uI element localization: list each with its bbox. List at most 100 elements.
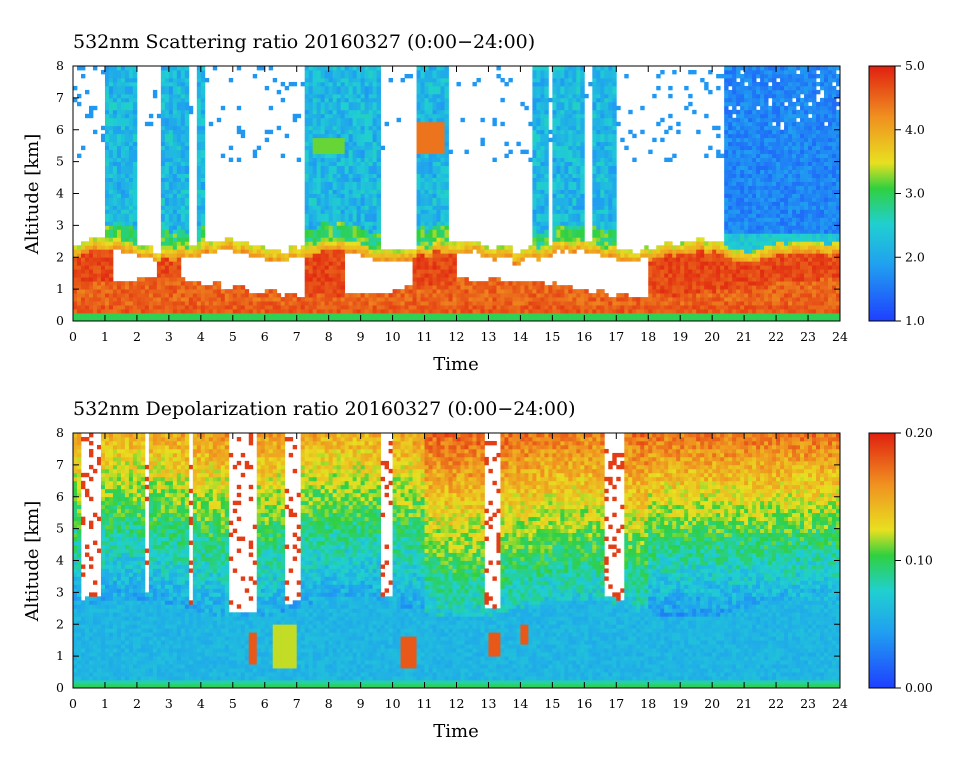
heatmap-cell	[612, 233, 617, 238]
heatmap-cell	[604, 229, 609, 234]
heatmap-cell	[576, 189, 581, 194]
heatmap-cell	[176, 133, 182, 139]
heatmap-cell	[348, 89, 354, 95]
heatmap-cell	[360, 245, 366, 250]
heatmap-cell	[668, 313, 673, 318]
heatmap-cell	[420, 173, 425, 178]
heatmap-cell	[200, 297, 206, 302]
heatmap-cell	[372, 297, 377, 302]
heatmap-cell	[528, 309, 533, 314]
heatmap-cell	[116, 245, 122, 250]
heatmap-cell	[320, 229, 326, 234]
heatmap-cell	[672, 261, 677, 266]
heatmap-cell	[612, 317, 617, 322]
heatmap-cell	[432, 149, 437, 155]
heatmap-cell	[208, 121, 214, 127]
heatmap-cell	[196, 153, 202, 159]
heatmap-cell	[320, 181, 326, 186]
heatmap-cell	[304, 89, 310, 95]
heatmap-cell	[536, 69, 541, 75]
heatmap-cell	[348, 169, 354, 174]
heatmap-cell	[360, 213, 366, 218]
heatmap-cell	[308, 66, 314, 71]
heatmap-cell	[600, 245, 605, 250]
heatmap-cell	[228, 145, 234, 151]
heatmap-cell	[164, 217, 170, 222]
heatmap-cell	[196, 117, 202, 123]
heatmap-cell	[416, 193, 421, 198]
heatmap-cell	[544, 77, 549, 83]
heatmap-cell	[176, 181, 182, 186]
heatmap-cell	[172, 225, 178, 230]
heatmap-cell	[236, 241, 242, 246]
heatmap-cell	[352, 181, 358, 186]
heatmap-cell	[544, 205, 549, 210]
heatmap-cell	[444, 241, 449, 246]
heatmap-cell	[640, 309, 645, 314]
heatmap-cell	[512, 257, 517, 262]
heatmap-cell	[124, 209, 130, 214]
heatmap-cell	[500, 249, 505, 254]
heatmap-cell	[384, 317, 389, 322]
heatmap-cell	[600, 233, 605, 238]
heatmap-cell	[236, 289, 242, 294]
heatmap-cell	[88, 105, 94, 111]
heatmap-cell	[124, 157, 130, 163]
heatmap-cell	[672, 305, 677, 310]
heatmap-cell	[568, 193, 573, 198]
heatmap-cell	[504, 305, 509, 310]
heatmap-cell	[424, 237, 429, 242]
heatmap-cell	[360, 317, 366, 322]
heatmap-cell	[208, 301, 214, 306]
heatmap-cell	[304, 293, 310, 298]
heatmap-cell	[180, 161, 186, 167]
heatmap-cell	[172, 245, 178, 250]
heatmap-cell	[580, 141, 585, 147]
heatmap-cell	[532, 173, 537, 178]
heatmap-cell	[424, 297, 429, 302]
heatmap-cell	[84, 241, 90, 246]
heatmap-cell	[556, 209, 561, 214]
heatmap-cell	[164, 209, 170, 214]
heatmap-cell	[252, 317, 258, 322]
heatmap-cell	[328, 66, 334, 71]
heatmap-cell	[168, 169, 174, 174]
heatmap-cell	[640, 313, 645, 318]
heatmap-cell	[316, 109, 322, 115]
heatmap-cell	[416, 249, 421, 254]
heatmap-cell	[364, 301, 370, 306]
heatmap-cell	[544, 297, 549, 302]
heatmap-cell	[676, 261, 681, 266]
heatmap-cell	[168, 145, 174, 151]
heatmap-cell	[420, 313, 425, 318]
heatmap-cell	[164, 101, 170, 107]
heatmap-cell	[200, 109, 206, 115]
heatmap-cell	[440, 66, 445, 71]
heatmap-cell	[124, 317, 130, 322]
heatmap-cell	[112, 66, 118, 71]
heatmap-cell	[112, 93, 118, 99]
heatmap-cell	[256, 293, 262, 298]
heatmap-cell	[196, 145, 202, 151]
heatmap-cell	[168, 241, 174, 246]
heatmap-cell	[316, 105, 322, 111]
heatmap-cell	[612, 129, 617, 135]
heatmap-cell	[600, 189, 605, 194]
heatmap-cell	[108, 193, 114, 198]
heatmap-cell	[160, 309, 166, 314]
heatmap-cell	[508, 245, 513, 250]
heatmap-cell	[576, 229, 581, 234]
heatmap-cell	[364, 137, 370, 143]
heatmap-cell	[600, 69, 605, 75]
heatmap-cell	[248, 309, 254, 314]
heatmap-cell	[296, 309, 302, 314]
heatmap-cell	[580, 305, 585, 310]
heatmap-cell	[164, 157, 170, 163]
heatmap-cell	[364, 105, 370, 111]
heatmap-cell	[428, 237, 433, 242]
heatmap-cell	[524, 149, 529, 155]
heatmap-cell	[348, 73, 354, 79]
heatmap-cell	[436, 245, 441, 250]
heatmap-cell	[328, 149, 334, 155]
heatmap-cell	[436, 101, 441, 107]
